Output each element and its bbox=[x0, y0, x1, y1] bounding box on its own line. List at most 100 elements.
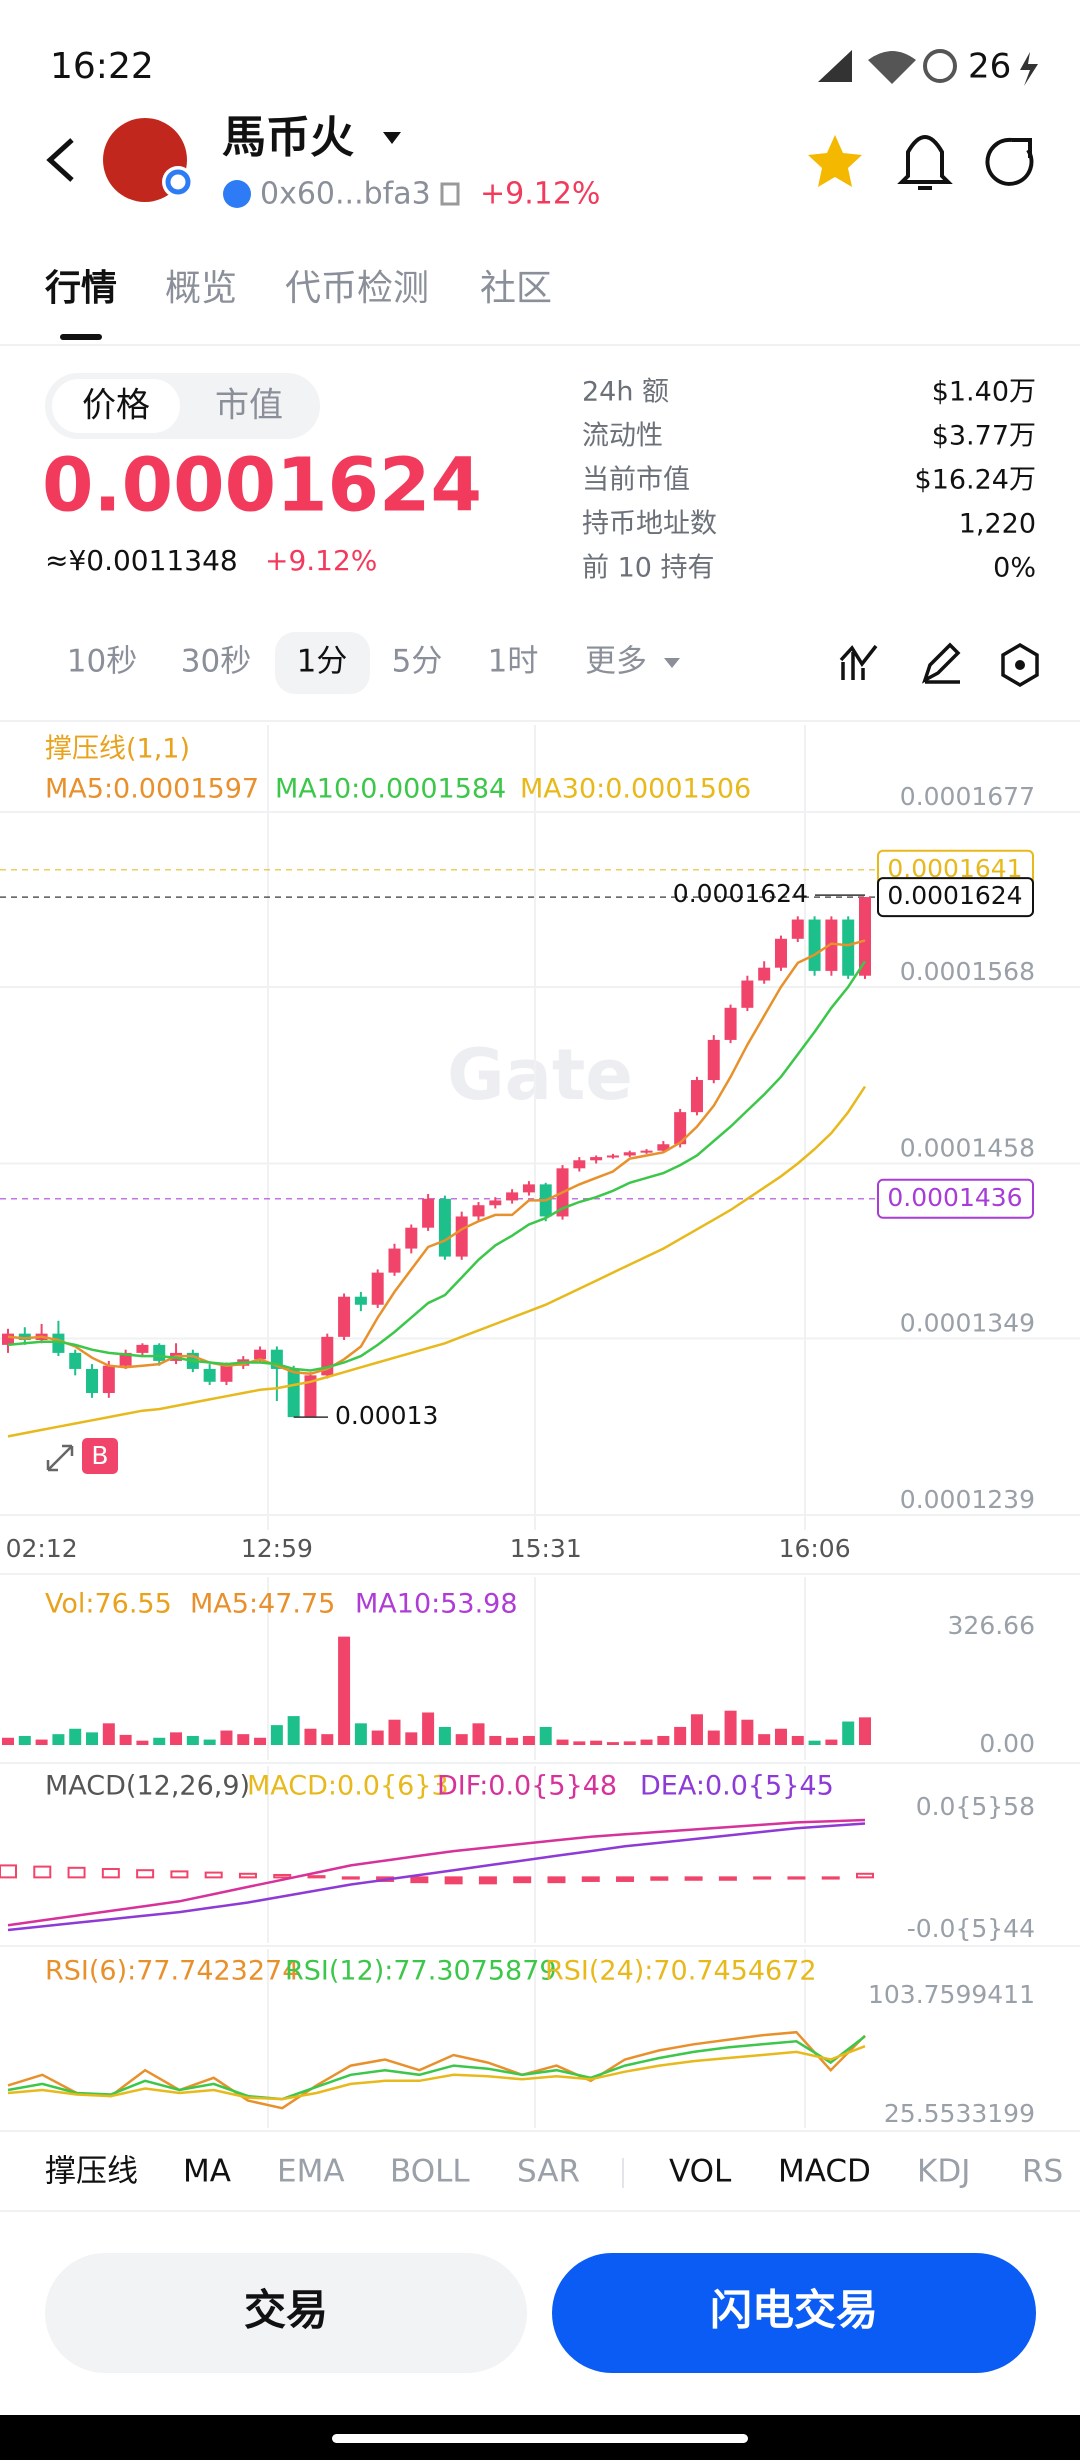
price-tag-label: 0.0001624 bbox=[887, 881, 1022, 910]
candle-body bbox=[438, 1198, 451, 1257]
copy-button[interactable] bbox=[440, 182, 460, 206]
price-change: +9.12% bbox=[265, 544, 377, 577]
macd-bar bbox=[513, 1876, 532, 1884]
stat-value: 0% bbox=[993, 553, 1036, 584]
candle-body bbox=[136, 1344, 149, 1353]
candle-body bbox=[623, 1152, 636, 1156]
indicator-tab[interactable]: RS bbox=[1022, 2154, 1063, 2190]
charts: 0.0001239 0.0001349 0.0001458 0.0001568 0.00… bbox=[0, 725, 1080, 2128]
candle-body bbox=[573, 1160, 586, 1169]
chain-badge-icon bbox=[165, 169, 191, 195]
alert-button[interactable] bbox=[897, 135, 953, 190]
candle-body bbox=[304, 1375, 317, 1418]
indicator-tab[interactable]: 撑压线 bbox=[45, 2154, 138, 2190]
share-button[interactable] bbox=[985, 137, 1034, 186]
tab[interactable]: 行情 bbox=[45, 268, 117, 309]
favorite-button[interactable] bbox=[808, 135, 862, 187]
indicator-tab[interactable]: MACD bbox=[778, 2154, 871, 2190]
tab[interactable]: 社区 bbox=[480, 268, 552, 309]
expand-button[interactable] bbox=[46, 1444, 74, 1472]
trade-button[interactable] bbox=[45, 2253, 527, 2373]
macd-bar bbox=[33, 1865, 52, 1879]
volume-bar bbox=[405, 1732, 418, 1745]
tab[interactable]: 概览 bbox=[165, 268, 237, 309]
rsi-line bbox=[7, 2045, 866, 2101]
interval[interactable]: 更多 bbox=[585, 644, 647, 680]
volume-bar bbox=[791, 1735, 804, 1745]
token-name[interactable]: 馬币火 bbox=[222, 112, 354, 163]
volume-bar bbox=[506, 1737, 519, 1745]
interval[interactable]: 1分 bbox=[297, 644, 348, 680]
back-button[interactable] bbox=[46, 138, 74, 182]
volume-bar bbox=[556, 1739, 569, 1745]
candle-body bbox=[405, 1227, 418, 1249]
name-dropdown[interactable] bbox=[383, 132, 401, 144]
indicator-tab[interactable]: SAR bbox=[517, 2154, 580, 2190]
macd-bar bbox=[204, 1871, 223, 1879]
volume-bar bbox=[539, 1726, 552, 1745]
interval[interactable]: 1时 bbox=[488, 644, 539, 680]
volume-bar bbox=[254, 1737, 267, 1745]
divider bbox=[0, 2210, 1080, 2212]
flash-trade-button-label[interactable]: 闪电交易 bbox=[710, 2286, 878, 2335]
legend-entry: MA5:47.75 bbox=[190, 1589, 335, 1620]
macd-bar bbox=[753, 1876, 772, 1880]
volume-bar bbox=[287, 1716, 300, 1745]
candle-body bbox=[506, 1192, 519, 1201]
ma-line bbox=[7, 939, 866, 1376]
y-tick-label: 0.0001458 bbox=[900, 1134, 1035, 1163]
candle-body bbox=[606, 1155, 619, 1158]
candle-body bbox=[674, 1112, 687, 1145]
volume-bar bbox=[690, 1714, 703, 1745]
indicator-tab[interactable]: MA bbox=[183, 2154, 231, 2190]
interval[interactable]: 10秒 bbox=[67, 644, 137, 680]
interval[interactable]: 5分 bbox=[392, 644, 443, 680]
macd-bar bbox=[821, 1876, 840, 1880]
volume-bar bbox=[371, 1730, 384, 1745]
buy-marker-label: B bbox=[91, 1441, 108, 1470]
toggle-option[interactable]: 市值 bbox=[215, 386, 283, 426]
draw-button[interactable] bbox=[921, 642, 961, 684]
legend-entry: DIF:0.0{5}48 bbox=[437, 1771, 617, 1802]
macd-bar bbox=[307, 1875, 326, 1879]
indicator-tab[interactable]: VOL bbox=[669, 2154, 732, 2190]
fiat-price: ≈¥0.0011348 bbox=[45, 544, 238, 577]
volume-bar bbox=[119, 1734, 132, 1745]
volume-bar bbox=[438, 1726, 451, 1745]
toggle-option[interactable]: 价格 bbox=[82, 386, 150, 426]
volume-bar bbox=[354, 1723, 367, 1745]
macd-bar bbox=[67, 1866, 86, 1879]
indicator-tab[interactable]: BOLL bbox=[390, 2154, 470, 2190]
candle-body bbox=[69, 1352, 82, 1369]
interval[interactable]: 30秒 bbox=[181, 644, 251, 680]
volume-bar bbox=[774, 1728, 787, 1745]
macd-bar bbox=[684, 1876, 703, 1881]
candle-body bbox=[859, 897, 871, 976]
indicator-tab[interactable]: EMA bbox=[277, 2154, 345, 2190]
volume-bar bbox=[489, 1735, 502, 1745]
settings-button[interactable] bbox=[1001, 642, 1039, 688]
candle-body bbox=[203, 1368, 216, 1382]
legend-entry: MA10:53.98 bbox=[355, 1589, 518, 1620]
flash-trade-button[interactable] bbox=[552, 2253, 1036, 2373]
trade-button-label[interactable]: 交易 bbox=[244, 2286, 328, 2335]
tab[interactable]: 代币检测 bbox=[285, 268, 429, 309]
candle-body bbox=[2, 1333, 14, 1345]
candle-body bbox=[741, 980, 754, 1008]
divider bbox=[0, 1945, 1080, 1947]
indicator-button[interactable] bbox=[839, 644, 878, 680]
y-tick-label: 0.0{5}58 bbox=[916, 1792, 1035, 1821]
more-caret[interactable] bbox=[664, 658, 680, 668]
y-tick-label: 0.0001239 bbox=[900, 1485, 1035, 1514]
buy-marker bbox=[82, 1438, 118, 1474]
low-label: 0.00013 bbox=[335, 1401, 438, 1430]
stat-label: 前 10 持有 bbox=[582, 553, 715, 584]
ma-line bbox=[7, 1085, 867, 1438]
volume-bar bbox=[153, 1737, 166, 1745]
legend-entry: MACD:0.0{6}3 bbox=[247, 1771, 449, 1802]
candle-body bbox=[388, 1248, 401, 1273]
home-indicator[interactable] bbox=[332, 2434, 748, 2443]
indicator-tab[interactable]: KDJ bbox=[917, 2154, 970, 2190]
stat-value: $16.24万 bbox=[915, 465, 1036, 496]
